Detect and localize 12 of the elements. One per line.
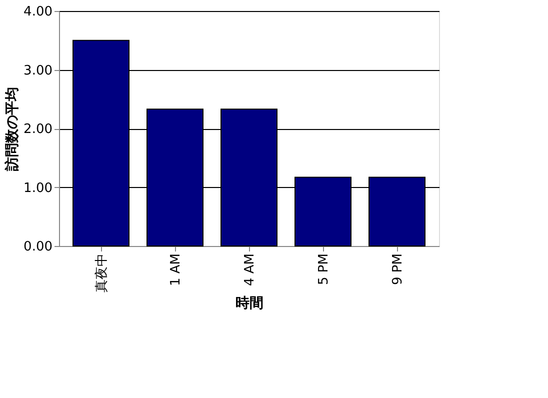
y-axis-title: 訪問数の平均 — [4, 87, 21, 172]
x-tick-label: 1 AM — [168, 254, 184, 286]
x-tick-label: 9 PM — [390, 254, 406, 285]
y-tick-label: 2.00 — [24, 122, 52, 137]
y-tick-label: 0.00 — [24, 240, 52, 254]
x-tick-label: 真夜中 — [94, 254, 110, 292]
y-tick-label: 1.00 — [24, 180, 52, 196]
y-tick-label: 3.00 — [24, 63, 52, 78]
x-tick-label: 5 PM — [316, 254, 332, 285]
x-axis-title: 時間 — [236, 296, 264, 312]
x-tick-label: 4 AM — [242, 254, 258, 286]
y-tick-label: 4.00 — [24, 4, 52, 20]
